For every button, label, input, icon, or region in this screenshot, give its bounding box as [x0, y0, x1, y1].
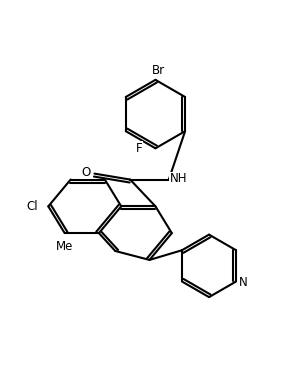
Text: NH: NH: [170, 172, 187, 186]
Text: Me: Me: [56, 240, 73, 253]
Text: N: N: [239, 276, 248, 289]
Text: F: F: [136, 142, 142, 155]
Text: Br: Br: [152, 64, 165, 77]
Text: O: O: [81, 166, 90, 179]
Text: Cl: Cl: [26, 200, 38, 213]
